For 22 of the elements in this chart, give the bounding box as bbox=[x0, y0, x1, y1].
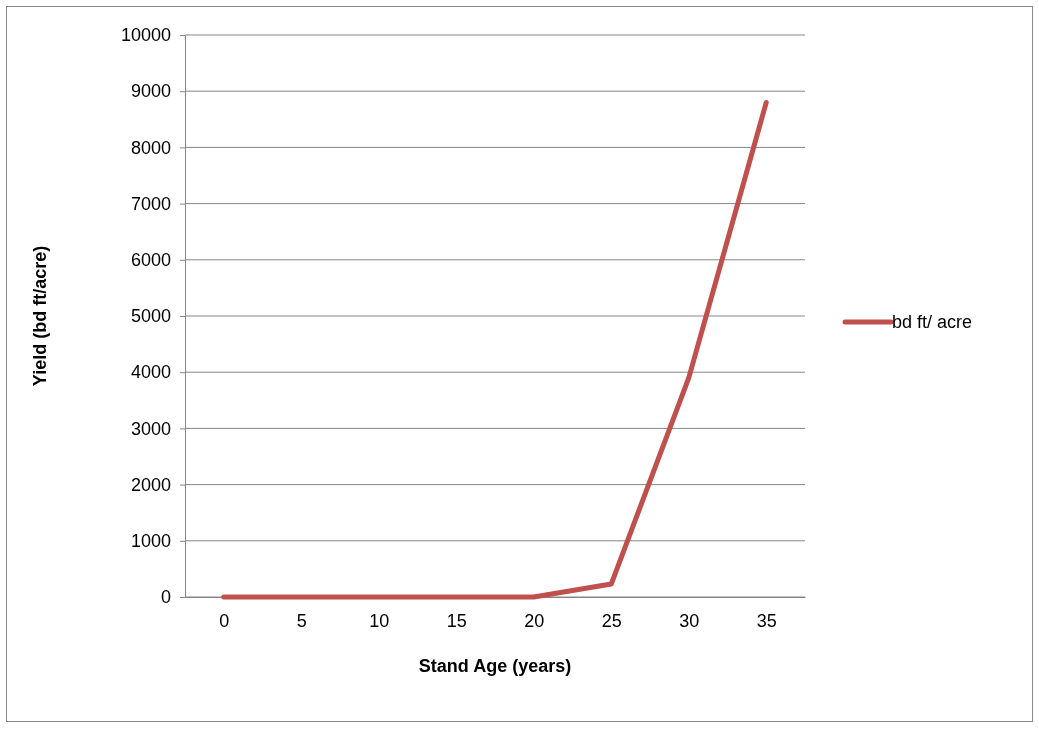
y-tick-label: 2000 bbox=[130, 474, 171, 495]
x-tick-label: 15 bbox=[446, 611, 467, 631]
y-tick-label: 8000 bbox=[130, 137, 171, 158]
x-tick-label: 20 bbox=[524, 611, 545, 631]
y-tick-label: 3000 bbox=[130, 418, 171, 439]
y-tick-label: 6000 bbox=[130, 250, 171, 271]
x-tick-label: 25 bbox=[601, 611, 622, 631]
x-tick-label: 0 bbox=[219, 611, 230, 631]
x-tick-label: 30 bbox=[679, 611, 700, 631]
x-tick-label: 5 bbox=[296, 611, 307, 631]
y-tick-label: 10000 bbox=[120, 25, 171, 46]
y-axis-title: Yield (bd ft/acre) bbox=[30, 245, 50, 387]
y-tick-label: 0 bbox=[160, 587, 171, 608]
y-tick-label: 7000 bbox=[130, 193, 171, 214]
x-tick-label: 10 bbox=[369, 611, 390, 631]
y-tick-label: 9000 bbox=[130, 81, 171, 102]
y-tick-label: 1000 bbox=[130, 531, 171, 552]
legend-label: bd ft/ acre bbox=[892, 312, 973, 332]
x-axis-title: Stand Age (years) bbox=[418, 656, 572, 676]
y-tick-label: 4000 bbox=[130, 362, 171, 383]
y-tick-label: 5000 bbox=[130, 306, 171, 327]
x-tick-label: 35 bbox=[756, 611, 777, 631]
